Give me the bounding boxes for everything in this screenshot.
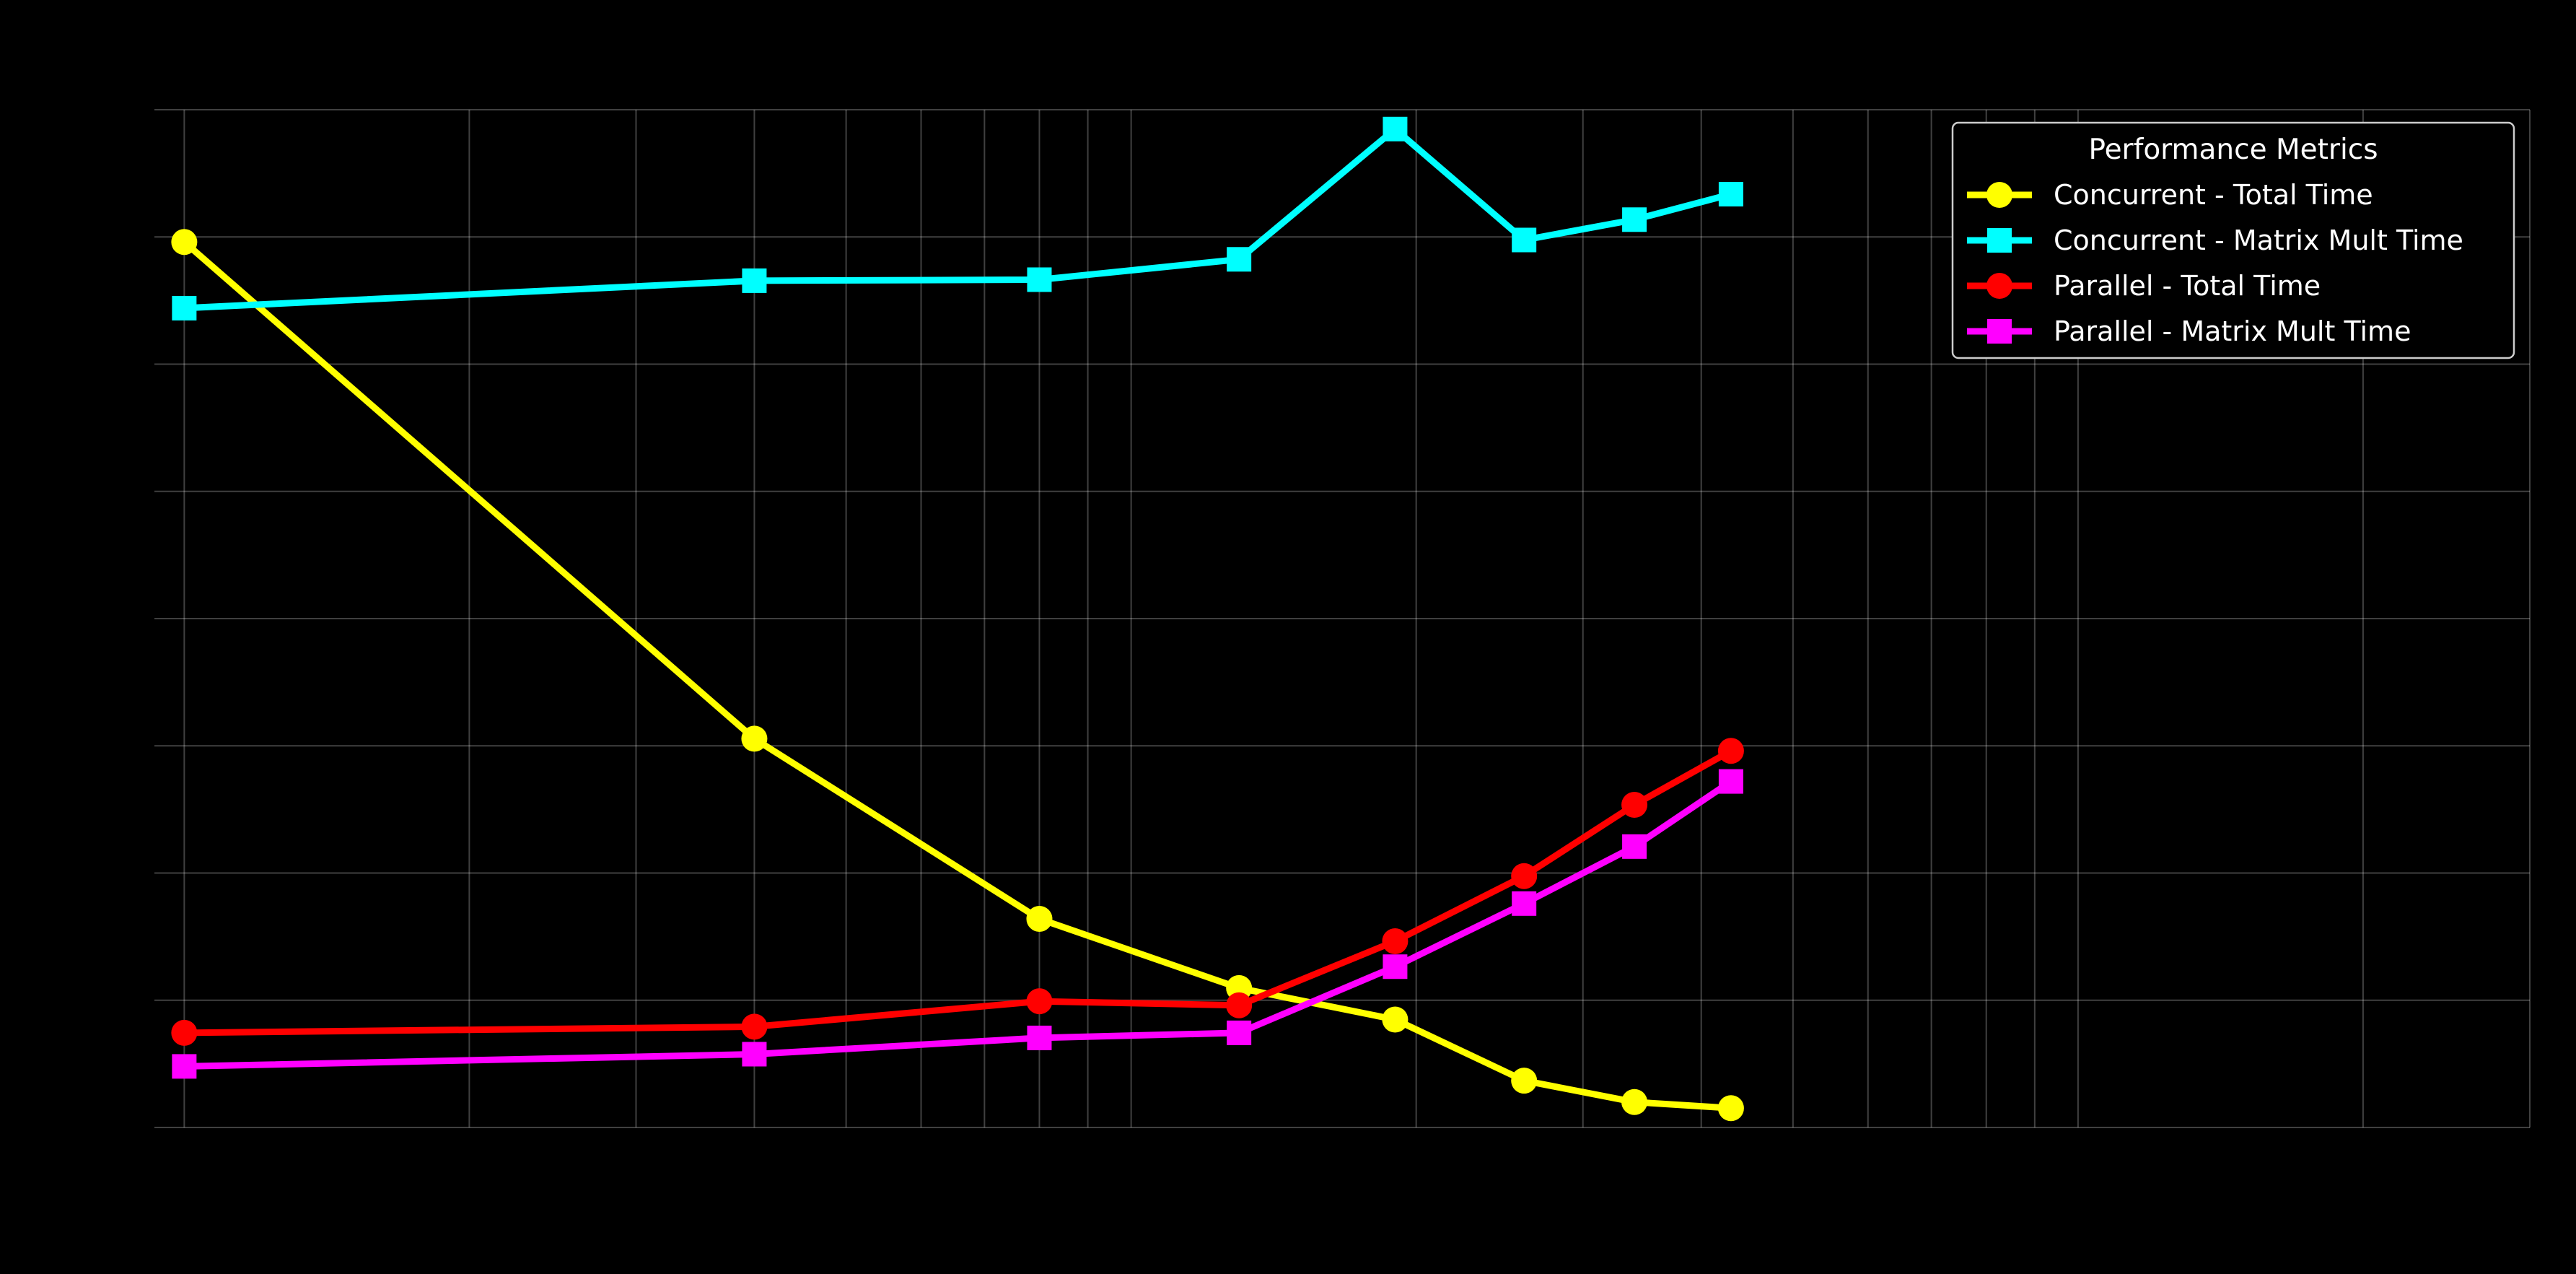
legend-box [1951,121,2515,359]
data-point [1511,863,1538,889]
data-point [1512,891,1537,916]
data-point [1621,792,1648,819]
legend-swatch-marker [1987,228,2012,253]
data-point [1718,182,1743,207]
data-point [1383,116,1408,141]
data-point [172,1054,197,1079]
data-point [1027,1025,1052,1050]
legend-title: Performance Metrics [2088,134,2378,166]
series [171,229,1744,1122]
series-layer [171,116,1744,1122]
data-point [1227,1020,1252,1045]
legend-label: Parallel - Total Time [2054,270,2321,302]
series-line [180,747,1735,1037]
legend-items: Concurrent - Total Time Concurrent - Matr… [1967,179,2463,347]
data-point [741,1013,768,1040]
legend-swatch-marker [1986,273,2012,299]
legend-swatch-marker [1987,319,2012,344]
legend-entry: Concurrent - Matrix Mult Time [1967,224,2463,256]
data-point [1511,1068,1538,1094]
data-point [1382,928,1409,954]
data-point [1512,227,1537,253]
series [172,116,1743,320]
data-point [1717,738,1744,764]
data-point [1718,769,1743,794]
data-point [1622,207,1647,232]
data-point [741,725,768,752]
legend-label: Parallel - Matrix Mult Time [2054,315,2411,347]
legend-swatch-marker [1986,182,2012,208]
data-point [171,1019,198,1046]
data-point [1382,1006,1409,1033]
series [171,738,1744,1046]
legend: Performance Metrics Concurrent - Total T… [1951,121,2515,359]
data-point [742,1042,767,1067]
data-point [1227,247,1252,272]
series-line [180,778,1735,1070]
series [172,769,1743,1079]
data-point [171,229,198,256]
data-point [172,295,197,320]
data-point [1226,992,1253,1018]
series-line [180,126,1735,312]
legend-label: Concurrent - Total Time [2054,179,2373,211]
data-point [1027,267,1052,292]
data-point [1026,905,1053,932]
legend-entry: Parallel - Matrix Mult Time [1967,315,2411,347]
data-point [1026,988,1053,1015]
data-point [1622,834,1647,859]
series-line [180,238,1735,1112]
legend-label: Concurrent - Matrix Mult Time [2054,224,2463,256]
legend-entry: Parallel - Total Time [1967,270,2321,302]
data-point [1383,954,1408,980]
legend-entry: Concurrent - Total Time [1967,179,2373,211]
data-point [1717,1095,1744,1122]
data-point [742,268,767,293]
data-point [1621,1088,1648,1115]
